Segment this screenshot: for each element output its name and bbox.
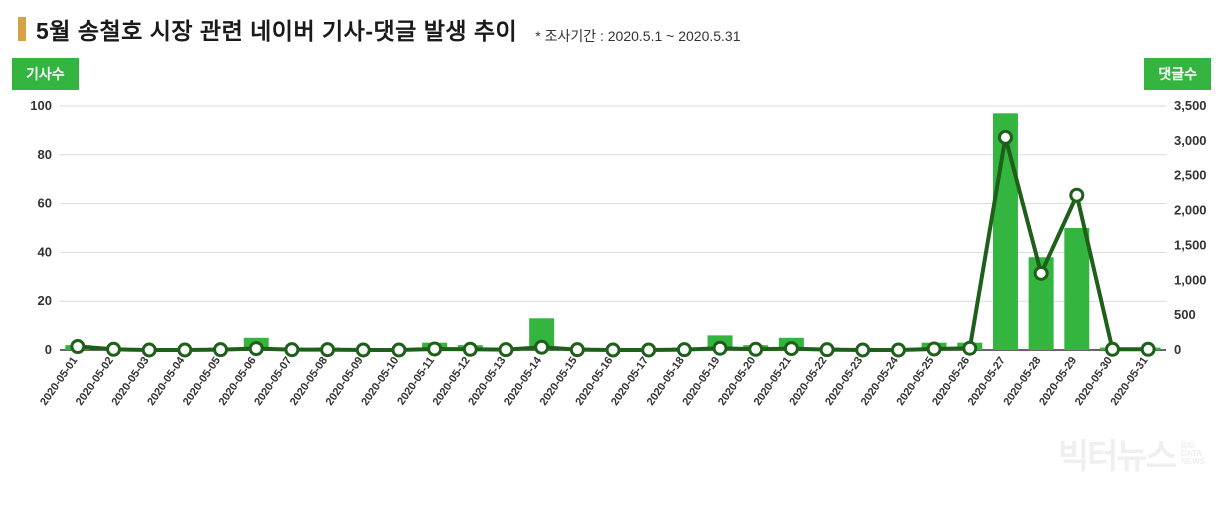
line-marker: [500, 344, 512, 356]
line-marker: [1106, 343, 1118, 355]
line-marker: [108, 343, 120, 355]
line-series: [78, 137, 1148, 350]
line-marker: [785, 343, 797, 355]
svg-text:3,000: 3,000: [1174, 133, 1207, 148]
right-axis-tag: 댓글수: [1144, 58, 1211, 90]
line-marker: [821, 344, 833, 356]
line-marker: [643, 344, 655, 356]
line-marker: [964, 342, 976, 354]
line-marker: [464, 343, 476, 355]
line-marker: [1142, 343, 1154, 355]
svg-text:2,500: 2,500: [1174, 168, 1207, 183]
line-marker: [928, 343, 940, 355]
line-marker: [322, 344, 334, 356]
svg-text:500: 500: [1174, 307, 1196, 322]
watermark-sub3: NEWS: [1181, 458, 1205, 466]
svg-text:0: 0: [1174, 342, 1181, 357]
line-marker: [215, 344, 227, 356]
axis-tags: 기사수 댓글수: [0, 58, 1229, 90]
line-marker: [857, 344, 869, 356]
line-marker: [678, 344, 690, 356]
svg-text:2020-05-31: 2020-05-31: [1109, 355, 1151, 408]
title-bullet-icon: [18, 17, 26, 41]
svg-text:60: 60: [38, 196, 52, 211]
svg-text:20: 20: [38, 293, 52, 308]
line-marker: [72, 341, 84, 353]
watermark-main: 빅터뉴스: [1058, 429, 1175, 478]
line-marker: [571, 344, 583, 356]
watermark: 빅터뉴스 BIG DATA NEWS: [1058, 429, 1205, 478]
line-marker: [750, 343, 762, 355]
line-marker: [179, 344, 191, 356]
line-marker: [892, 344, 904, 356]
line-marker: [143, 344, 155, 356]
line-marker: [1035, 267, 1047, 279]
svg-text:100: 100: [30, 98, 52, 113]
line-marker: [1071, 189, 1083, 201]
svg-text:1,000: 1,000: [1174, 272, 1207, 287]
svg-text:2,000: 2,000: [1174, 203, 1207, 218]
svg-text:1,500: 1,500: [1174, 237, 1207, 252]
left-axis-tag: 기사수: [12, 58, 79, 90]
line-marker: [286, 344, 298, 356]
line-marker: [357, 344, 369, 356]
line-marker: [393, 344, 405, 356]
chart-area: 02040608010005001,0001,5002,0002,5003,00…: [60, 100, 1166, 420]
watermark-sub2: DATA: [1181, 450, 1205, 458]
combo-chart: 02040608010005001,0001,5002,0002,5003,00…: [60, 100, 1166, 420]
header: 5월 송철호 시장 관련 네이버 기사-댓글 발생 추이 * 조사기간 : 20…: [0, 0, 1229, 54]
period-label: * 조사기간 : 2020.5.1 ~ 2020.5.31: [535, 26, 740, 46]
line-marker: [607, 344, 619, 356]
line-marker: [429, 343, 441, 355]
page-title: 5월 송철호 시장 관련 네이버 기사-댓글 발생 추이: [36, 12, 517, 46]
bar: [1064, 228, 1089, 350]
title-block: 5월 송철호 시장 관련 네이버 기사-댓글 발생 추이: [18, 12, 517, 46]
line-marker: [714, 342, 726, 354]
svg-text:0: 0: [45, 342, 52, 357]
svg-text:3,500: 3,500: [1174, 98, 1207, 113]
svg-text:40: 40: [38, 244, 52, 259]
line-marker: [250, 343, 262, 355]
watermark-sub1: BIG: [1181, 442, 1205, 450]
line-marker: [536, 341, 548, 353]
svg-text:80: 80: [38, 147, 52, 162]
line-marker: [999, 131, 1011, 143]
